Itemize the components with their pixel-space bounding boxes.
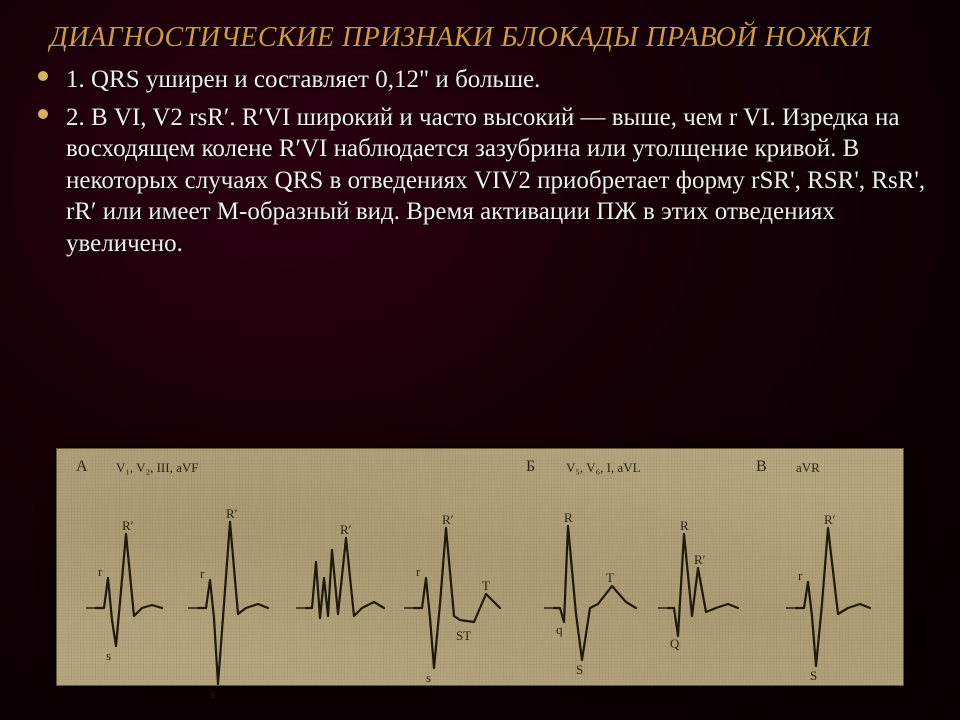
wave-annotation: R′ [442, 512, 454, 528]
wave-annotation: r [98, 564, 102, 580]
bullet-list: 1. QRS уширен и составляет 0,12" и больш… [28, 64, 932, 259]
slide-title: ДИАГНОСТИЧЕСКИЕ ПРИЗНАКИ БЛОКАДЫ ПРАВОЙ … [50, 22, 932, 54]
wave-annotation: R′ [340, 522, 352, 538]
panel-label: В [756, 458, 767, 476]
bullet-text-2: 2. В VI, V2 rsR′. R′VI широкий и часто в… [66, 104, 925, 257]
bullet-item-2: 2. В VI, V2 rsR′. R′VI широкий и часто в… [28, 102, 932, 260]
ecg-waveforms-svg [56, 448, 904, 686]
ecg-waveform [796, 528, 870, 666]
wave-annotation: s [426, 670, 431, 686]
ecg-waveform [414, 528, 500, 668]
wave-annotation: q [556, 622, 563, 638]
panel-label: А [76, 458, 88, 476]
leads-label: V₅, V₆, I, aVL [566, 460, 641, 476]
ecg-waveform [198, 522, 268, 684]
wave-annotation: T [482, 578, 490, 594]
wave-annotation: S [810, 668, 817, 684]
bullet-text-1: 1. QRS уширен и составляет 0,12" и больш… [66, 66, 540, 93]
wave-annotation: s [210, 686, 215, 702]
wave-annotation: s [106, 648, 111, 664]
leads-label: aVR [796, 460, 820, 476]
bullet-item-1: 1. QRS уширен и составляет 0,12" и больш… [28, 64, 932, 96]
ecg-waveform [96, 534, 162, 646]
ecg-waveform [306, 538, 384, 618]
wave-annotation: T [606, 570, 614, 586]
slide-root: ДИАГНОСТИЧЕСКИЕ ПРИЗНАКИ БЛОКАДЫ ПРАВОЙ … [0, 0, 960, 720]
wave-annotation: S [576, 662, 583, 678]
wave-annotation: R [680, 518, 689, 534]
panel-label: Б [526, 458, 535, 476]
wave-annotation: R [564, 510, 573, 526]
wave-annotation: Q [670, 636, 679, 652]
ecg-waveform [554, 526, 636, 660]
wave-annotation: r [200, 566, 204, 582]
wave-annotation: R′ [122, 518, 134, 534]
leads-label: V₁, V₂, III, aVF [116, 460, 198, 476]
ecg-waveform [668, 534, 738, 636]
wave-annotation: ST [456, 628, 471, 644]
wave-annotation: R′ [824, 512, 836, 528]
wave-annotation: r [798, 568, 802, 584]
wave-annotation: r [416, 564, 420, 580]
ecg-figure: А V₁, V₂, III, aVF Б V₅, V₆, I, aVL ВaVR r s R′… [56, 448, 904, 686]
wave-annotation: R′ [694, 552, 706, 568]
wave-annotation: R′ [226, 506, 238, 522]
